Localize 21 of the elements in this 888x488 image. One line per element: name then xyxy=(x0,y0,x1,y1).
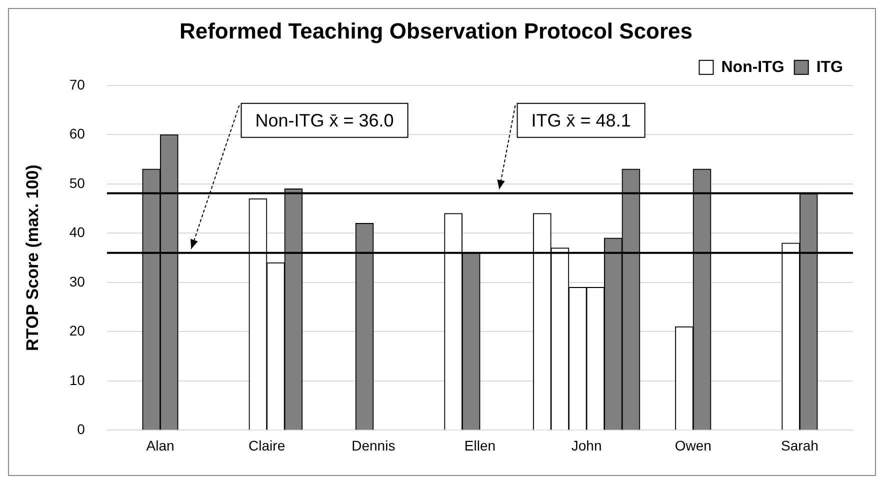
x-tick-label: John xyxy=(571,437,602,454)
chart-title: Reformed Teaching Observation Protocol Scores xyxy=(179,18,693,44)
y-tick-label: 0 xyxy=(77,421,86,438)
y-tick-label: 20 xyxy=(69,322,86,339)
x-tick-label: Claire xyxy=(248,437,286,454)
y-axis-title: RTOP Score (max. 100) xyxy=(22,164,42,352)
legend-label: ITG xyxy=(816,58,844,76)
y-tick-label: 70 xyxy=(69,76,86,92)
x-tick-label: Alan xyxy=(146,437,174,454)
x-tick-label: Sarah xyxy=(781,437,818,454)
y-tick-label: 10 xyxy=(69,372,86,388)
y-tick-label: 60 xyxy=(69,126,86,142)
x-tick-label: Owen xyxy=(674,437,712,454)
ref-line-label: Non-ITG x̄ = 36.0 xyxy=(255,110,394,130)
x-tick-label: Dennis xyxy=(352,437,396,454)
x-tick-label: Ellen xyxy=(464,437,496,454)
y-tick-label: 40 xyxy=(69,224,86,240)
ref-line-label: ITG x̄ = 48.1 xyxy=(531,110,631,130)
y-tick-label: 30 xyxy=(69,273,86,290)
y-tick-label: 50 xyxy=(69,174,86,191)
legend-label: Non-ITG xyxy=(721,58,784,76)
